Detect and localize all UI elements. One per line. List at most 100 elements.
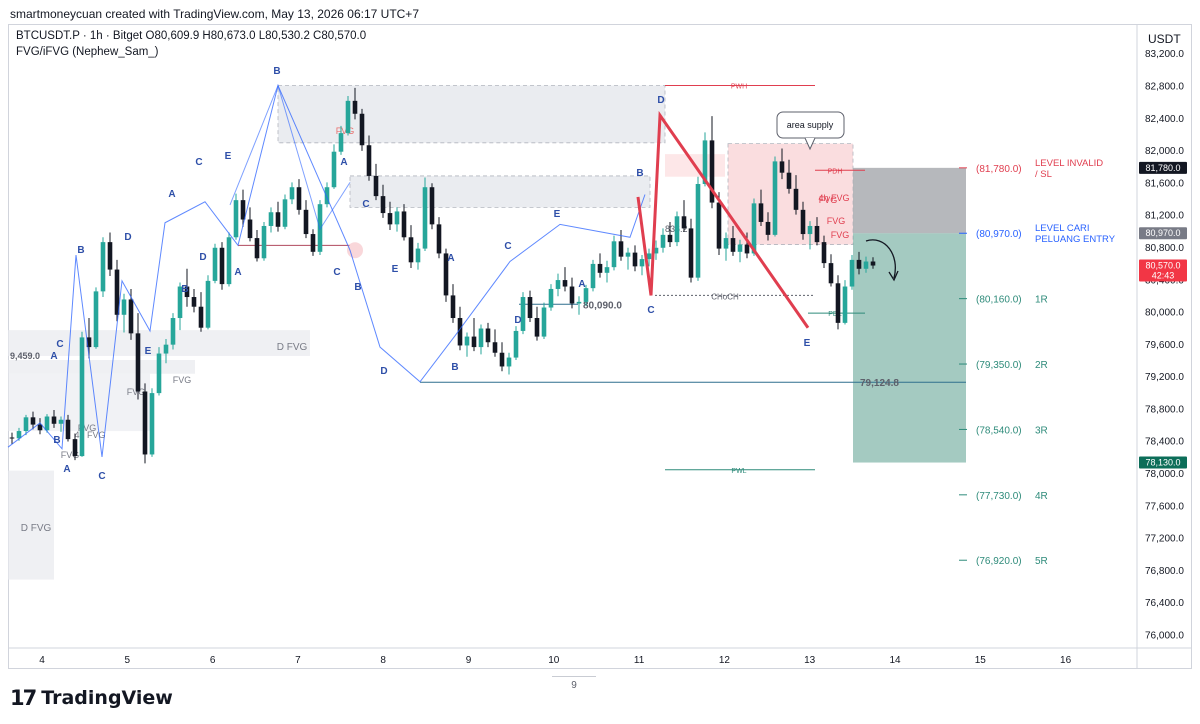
swing-label: B	[53, 435, 60, 446]
candle-body	[548, 288, 554, 308]
candle-body	[268, 212, 274, 226]
candle-body	[226, 237, 232, 285]
candle-body	[730, 238, 736, 252]
candle-body	[163, 344, 169, 354]
candle-body	[352, 100, 358, 114]
candle-body	[422, 187, 428, 249]
candle-body	[849, 259, 855, 287]
candle-body	[814, 225, 820, 243]
candle-body	[597, 263, 603, 273]
candle-body	[443, 253, 449, 296]
area-supply-label: area supply	[787, 120, 834, 130]
candle-body	[23, 417, 29, 432]
candle-body	[842, 286, 848, 323]
r-level-value: (80,970.0)	[976, 229, 1022, 240]
swing-label: E	[145, 346, 152, 357]
candle-body	[478, 328, 484, 348]
candle-body	[583, 288, 589, 302]
swing-label: A	[578, 279, 585, 290]
price-tick-label: 77,200.0	[1145, 534, 1184, 545]
candle-body	[611, 241, 617, 268]
time-tick-label: 7	[295, 655, 301, 666]
swing-label: E	[225, 151, 232, 162]
candle-body	[464, 336, 470, 346]
candle-body	[338, 133, 344, 152]
candle-body	[247, 219, 253, 239]
price-tag-value: 78,130.0	[1145, 458, 1180, 468]
swing-label: B	[77, 245, 84, 256]
swing-label: E	[392, 264, 399, 275]
candle-body	[44, 416, 50, 431]
candle-body	[499, 352, 505, 367]
price-tick-label: 78,800.0	[1145, 404, 1184, 415]
candle-body	[527, 297, 533, 319]
candle-body	[667, 234, 673, 243]
candle-body	[555, 280, 561, 289]
target-box	[853, 233, 966, 463]
fvg-label: FVG	[336, 126, 355, 136]
fvg-label: FVG	[78, 423, 97, 433]
candle-body	[744, 244, 750, 254]
tradingview-logo: 17	[10, 686, 37, 710]
candle-body	[429, 187, 435, 225]
candle-body	[639, 259, 645, 267]
time-tick-label: 10	[548, 655, 560, 666]
swing-label: D	[380, 366, 387, 377]
candle-body	[590, 263, 596, 289]
r-level-note: PELUANG ENTRY	[1035, 234, 1116, 245]
candle-body	[632, 252, 638, 267]
tradingview-brand: 17 TradingView	[10, 686, 173, 710]
candle-body	[863, 261, 869, 269]
candle-body	[233, 200, 239, 238]
price-tag	[1139, 227, 1187, 240]
symbol-ohlc-line[interactable]: BTCUSDT.P · 1h · Bitget O80,609.9 H80,67…	[16, 30, 367, 42]
r-level-note: LEVEL INVALID	[1035, 158, 1103, 169]
swing-low-price: 79,124.8	[860, 378, 899, 389]
price-tag-value: 80,970.0	[1145, 228, 1180, 238]
page-indicator[interactable]: 9	[544, 674, 604, 698]
price-tick-label: 78,000.0	[1145, 469, 1184, 480]
candle-body	[380, 196, 386, 214]
indicator-label[interactable]: FVG/iFVG (Nephew_Sam_)	[16, 46, 159, 58]
candle-body	[576, 301, 582, 304]
candle-body	[345, 100, 351, 134]
candle-body	[674, 216, 680, 243]
candle-body	[198, 306, 204, 328]
candle-body	[366, 145, 372, 176]
candle-body	[415, 248, 421, 263]
candle-body	[58, 419, 64, 424]
candle-body	[401, 211, 407, 238]
candle-body	[219, 247, 225, 285]
candle-body	[30, 417, 36, 425]
candle-body	[485, 328, 491, 343]
time-tick-label: 11	[634, 655, 645, 666]
candle-body	[772, 161, 778, 235]
swing-structure-line	[7, 83, 646, 457]
candle-body	[786, 172, 792, 189]
candle-body	[184, 286, 190, 298]
price-tick-label: 76,000.0	[1145, 631, 1184, 642]
price-tick-label: 82,800.0	[1145, 82, 1184, 93]
price-tag	[1139, 161, 1187, 174]
candle-body	[513, 330, 519, 358]
candle-body	[562, 280, 568, 287]
swing-label: C	[98, 471, 105, 482]
candle-body	[457, 318, 463, 346]
pwh-label: PWH	[731, 84, 747, 91]
r-level-note: 1R	[1035, 295, 1048, 306]
candle-body	[492, 342, 498, 353]
time-tick-label: 8	[380, 655, 386, 666]
fvg-zone-mid	[349, 175, 651, 208]
d-fvg-label: D FVG	[21, 523, 52, 534]
d-fvg-zone-lower	[8, 470, 54, 580]
currency-label[interactable]: USDT	[1148, 32, 1181, 46]
candle-body	[240, 200, 246, 220]
fvg-label: FVG	[827, 216, 846, 226]
fvg-label: FVG	[127, 387, 146, 397]
candle-body	[534, 318, 540, 337]
fvg-4h-label: 4h FVG	[74, 430, 105, 440]
candle-body	[625, 252, 631, 257]
candle-body	[275, 212, 281, 227]
candle-body	[828, 263, 834, 284]
